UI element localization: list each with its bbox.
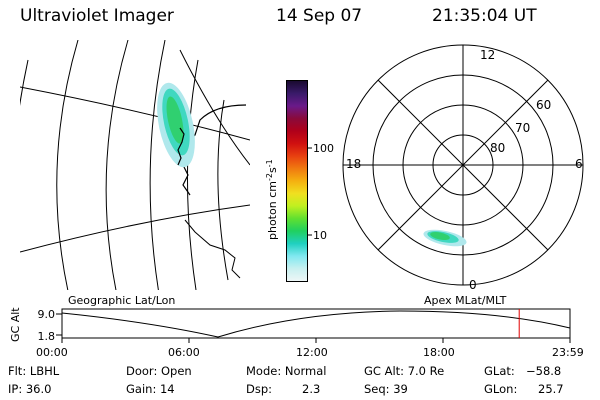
x-tick-label: 00:00	[36, 346, 68, 359]
y-tick-label: 9.0	[38, 308, 56, 321]
status-door: Door: Open	[126, 364, 192, 378]
status-glat-label: GLat:	[484, 364, 515, 378]
status-dsp-value: 2.3	[302, 382, 321, 396]
mlt-diagonal	[377, 79, 549, 251]
status-glat-value: −58.8	[526, 364, 562, 378]
timeline-frame	[61, 308, 571, 339]
mlat-label-60: 60	[536, 98, 551, 112]
y-tick-label: 1.8	[38, 330, 56, 343]
latitude-line	[105, 40, 129, 290]
date-label: 14 Sep 07	[276, 6, 363, 26]
longitude-line	[20, 204, 250, 253]
status-seq: Seq: 39	[364, 382, 408, 396]
colorbar-units-label: photon cm-2s-1	[265, 159, 279, 240]
status-glon-value: 25.7	[538, 382, 564, 396]
polar-auroral-emission	[423, 229, 467, 247]
mlt-label-0: 0	[469, 278, 477, 292]
mlt-label-6: 6	[575, 157, 583, 171]
latitude-line	[56, 40, 79, 290]
altitude-curve	[61, 310, 571, 338]
mlt-label-12: 12	[480, 48, 495, 62]
auroral-emission	[157, 82, 195, 168]
mlat-label-80: 80	[490, 141, 505, 155]
colorbar	[286, 80, 308, 282]
x-tick-label: 23:59	[552, 346, 584, 359]
latitude-line	[20, 59, 29, 107]
longitude-line	[179, 49, 250, 166]
mlt-label-18: 18	[346, 157, 361, 171]
status-gc-alt: GC Alt: 7.0 Re	[364, 364, 445, 378]
time-label: 21:35:04 UT	[432, 6, 537, 26]
status-mode: Mode: Normal	[246, 364, 327, 378]
colorbar-tick-label: 100	[313, 142, 334, 155]
timeline-left-title: Geographic Lat/Lon	[68, 294, 176, 307]
latitude-line	[217, 99, 229, 281]
timeline-right-title: Apex MLat/MLT	[424, 294, 507, 307]
y-axis-label: GC Alt	[9, 307, 22, 342]
colorbar-tick-label: 10	[313, 229, 327, 242]
x-tick-label: 18:00	[423, 346, 455, 359]
latitude-line	[187, 59, 199, 290]
status-flt: Flt: LBHL	[8, 364, 60, 378]
latitude-line	[149, 40, 166, 290]
status-dsp-label: Dsp:	[246, 382, 273, 396]
mlat-label-70: 70	[515, 121, 530, 135]
longitude-line	[20, 86, 250, 141]
svg-text:photon cm-2s-1: photon cm-2s-1	[265, 159, 279, 240]
status-glon-label: GLon:	[484, 382, 518, 396]
status-ip: IP: 36.0	[8, 382, 52, 396]
coastline	[184, 219, 241, 279]
x-tick-label: 12:00	[296, 346, 328, 359]
coastline	[177, 127, 185, 166]
colorbar-gradient	[287, 81, 307, 281]
x-tick-label: 06:00	[168, 346, 200, 359]
status-gain: Gain: 14	[126, 382, 175, 396]
app-title: Ultraviolet Imager	[20, 6, 174, 26]
